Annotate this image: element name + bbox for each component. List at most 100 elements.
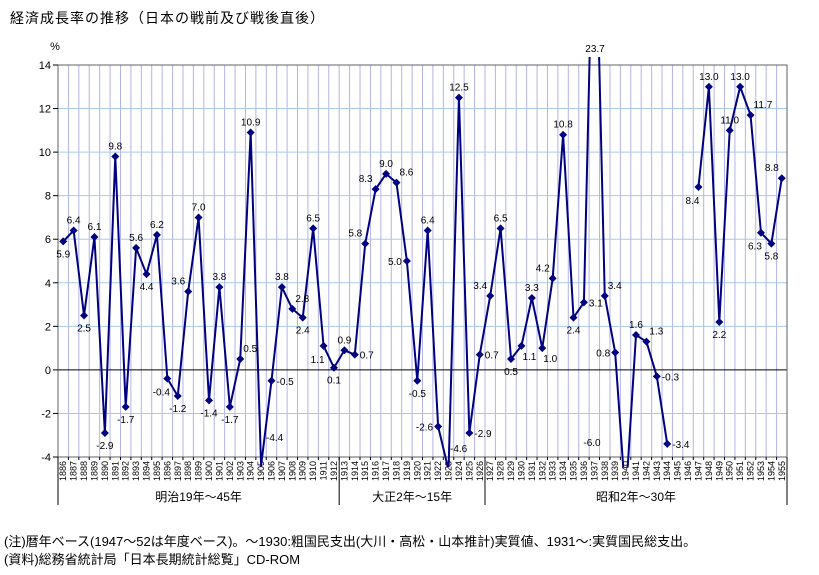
svg-text:10: 10	[39, 147, 51, 159]
note-source: (資料)総務省統計局「日本長期統計総覧」CD-ROM	[4, 552, 301, 567]
svg-text:9.8: 9.8	[108, 141, 122, 152]
svg-text:5.0: 5.0	[388, 257, 402, 268]
svg-text:1928: 1928	[496, 461, 506, 481]
svg-text:1954: 1954	[766, 461, 776, 481]
svg-text:1891: 1891	[110, 461, 120, 481]
svg-text:2.2: 2.2	[712, 330, 726, 341]
svg-text:-1.7: -1.7	[221, 415, 239, 426]
svg-text:1898: 1898	[183, 461, 193, 481]
svg-text:1917: 1917	[381, 461, 391, 481]
svg-text:1913: 1913	[339, 461, 349, 481]
svg-text:1935: 1935	[569, 461, 579, 481]
svg-text:4.2: 4.2	[536, 263, 550, 274]
svg-text:1911: 1911	[319, 461, 329, 480]
svg-text:3.8: 3.8	[212, 272, 226, 283]
data-point-marker	[319, 341, 328, 350]
data-point-marker	[746, 111, 755, 120]
data-point-marker	[142, 270, 151, 279]
svg-text:1955: 1955	[777, 461, 787, 481]
data-point-marker	[715, 317, 724, 326]
svg-text:1929: 1929	[506, 461, 516, 481]
data-point-marker	[507, 355, 516, 363]
svg-text:1909: 1909	[298, 461, 308, 481]
data-point-marker	[173, 392, 182, 401]
data-point-marker	[767, 239, 776, 248]
svg-text:1904: 1904	[246, 461, 256, 481]
data-point-marker	[340, 346, 349, 355]
data-point-marker	[569, 313, 578, 322]
svg-text:1953: 1953	[756, 461, 766, 481]
data-point-marker	[413, 376, 422, 385]
data-point-marker	[267, 376, 276, 385]
data-point-marker	[736, 82, 745, 91]
svg-text:1943: 1943	[652, 461, 662, 481]
svg-text:1932: 1932	[537, 461, 547, 481]
svg-text:1927: 1927	[485, 461, 495, 481]
svg-text:6.3: 6.3	[748, 242, 762, 253]
svg-text:1950: 1950	[725, 461, 735, 481]
axis-ticks	[53, 64, 788, 460]
svg-text:3.4: 3.4	[473, 281, 487, 292]
data-point-marker	[121, 402, 130, 411]
svg-text:1936: 1936	[579, 461, 589, 481]
svg-text:2.8: 2.8	[295, 294, 309, 305]
svg-text:-0.5: -0.5	[409, 389, 427, 400]
svg-text:8.4: 8.4	[686, 196, 700, 207]
svg-text:6.1: 6.1	[87, 222, 101, 233]
svg-text:1887: 1887	[69, 461, 79, 481]
svg-text:1912: 1912	[329, 461, 339, 481]
data-point-marker	[90, 233, 99, 242]
svg-text:-6.0: -6.0	[583, 438, 601, 449]
svg-text:6.4: 6.4	[421, 216, 435, 227]
svg-text:-2.6: -2.6	[416, 423, 434, 434]
data-point-marker	[475, 350, 484, 359]
era-label: 明治19年～45年	[155, 490, 242, 504]
era-label: 昭和2年～30年	[596, 490, 676, 504]
svg-text:1905: 1905	[256, 461, 266, 481]
data-point-marker	[371, 185, 380, 194]
data-point-marker	[777, 174, 786, 183]
svg-text:1925: 1925	[464, 461, 474, 481]
horizontal-gridlines	[58, 108, 787, 414]
svg-text:8.3: 8.3	[359, 174, 373, 185]
data-point-marker	[236, 355, 245, 363]
svg-text:1906: 1906	[266, 461, 276, 481]
svg-text:1888: 1888	[79, 461, 89, 481]
data-point-marker	[538, 344, 547, 353]
svg-text:1.3: 1.3	[649, 327, 663, 338]
svg-text:1914: 1914	[350, 461, 360, 481]
svg-text:23.7: 23.7	[585, 44, 605, 55]
data-point-marker	[704, 82, 713, 91]
svg-text:2.4: 2.4	[296, 326, 310, 337]
svg-text:3.6: 3.6	[171, 276, 185, 287]
svg-text:-1.2: -1.2	[169, 404, 187, 415]
svg-text:1894: 1894	[142, 461, 152, 481]
svg-text:1897: 1897	[173, 461, 183, 481]
svg-text:6.5: 6.5	[494, 213, 508, 224]
svg-text:0.5: 0.5	[504, 367, 518, 378]
svg-text:5.9: 5.9	[56, 249, 70, 260]
data-point-marker	[663, 439, 672, 448]
data-point-marker	[725, 126, 734, 135]
svg-text:11.0: 11.0	[720, 115, 739, 126]
data-point-marker	[652, 372, 661, 381]
growth-line	[697, 85, 783, 323]
svg-text:2.5: 2.5	[77, 323, 91, 334]
svg-text:4: 4	[45, 278, 51, 290]
svg-text:13.0: 13.0	[730, 72, 750, 83]
svg-text:0.8: 0.8	[596, 348, 610, 359]
svg-text:6.5: 6.5	[306, 213, 320, 224]
svg-text:1915: 1915	[360, 461, 370, 481]
data-point-marker	[434, 422, 443, 431]
svg-text:1903: 1903	[235, 461, 245, 481]
data-point-marker	[288, 304, 297, 313]
x-axis-year-labels: 1886 1887 1888 1889 1890 1891 1892 1893 1894 1895…	[58, 461, 787, 481]
svg-text:1923: 1923	[444, 461, 454, 481]
svg-text:1939: 1939	[610, 461, 620, 481]
svg-text:0: 0	[45, 365, 51, 377]
svg-text:-2.9: -2.9	[96, 441, 114, 452]
svg-text:0.1: 0.1	[327, 376, 341, 387]
svg-text:2.4: 2.4	[567, 326, 581, 337]
svg-text:6.2: 6.2	[150, 220, 164, 231]
